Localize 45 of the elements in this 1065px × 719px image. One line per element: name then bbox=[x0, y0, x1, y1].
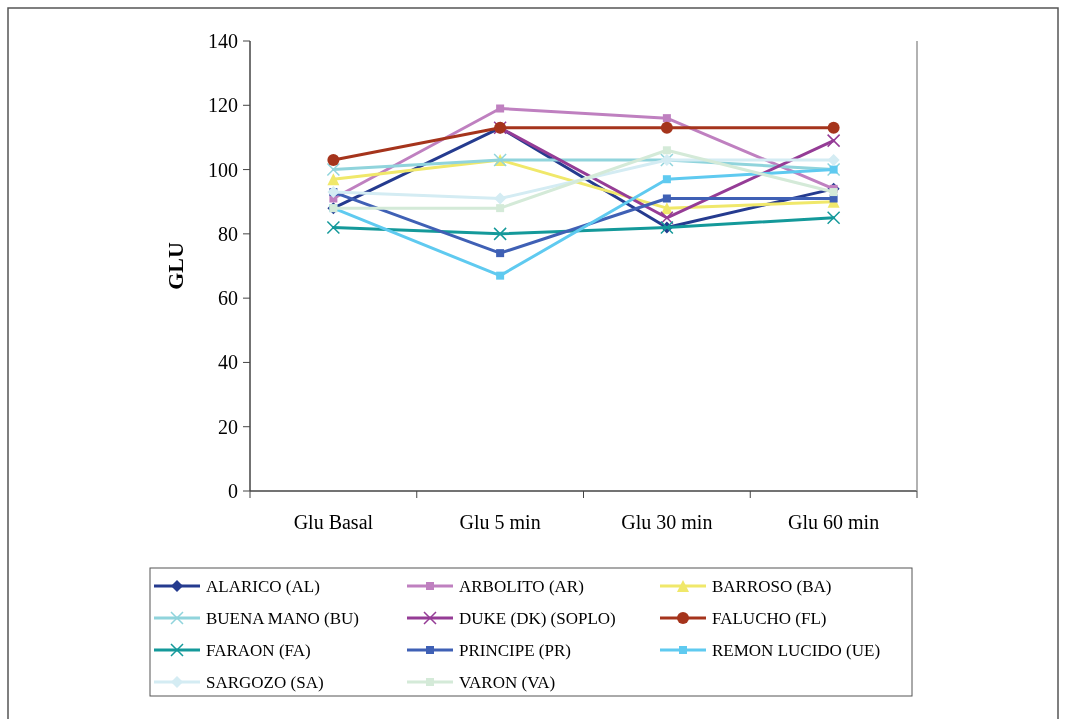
point bbox=[827, 121, 840, 134]
point bbox=[660, 202, 673, 215]
y-tick-label: 60 bbox=[218, 287, 238, 310]
point bbox=[826, 133, 841, 148]
point bbox=[662, 114, 671, 123]
point bbox=[826, 211, 841, 225]
legend-label: VARON (VA) bbox=[459, 672, 556, 692]
y-tick-label: 0 bbox=[228, 480, 238, 502]
point bbox=[496, 204, 505, 213]
point bbox=[662, 194, 671, 203]
point bbox=[496, 271, 505, 280]
point bbox=[496, 249, 505, 258]
legend-label: PRINCIPE (PR) bbox=[459, 640, 571, 660]
point bbox=[662, 146, 671, 155]
legend-label: DUKE (DK) (SOPLO) bbox=[459, 608, 616, 628]
x-tick-label: Glu 30 min bbox=[621, 511, 713, 533]
legend-label: SARGOZO (SA) bbox=[206, 672, 324, 692]
point bbox=[493, 227, 507, 241]
y-tick-label: 40 bbox=[218, 351, 238, 374]
point bbox=[327, 153, 340, 166]
x-tick-label: Glu 5 min bbox=[459, 511, 541, 533]
y-tick-label: 140 bbox=[208, 30, 238, 52]
x-tick-label: Glu 60 min bbox=[788, 511, 880, 533]
point bbox=[494, 192, 507, 205]
y-axis-title: GLU bbox=[163, 242, 188, 290]
point bbox=[326, 162, 341, 177]
legend-label: ARBOLITO (AR) bbox=[459, 576, 584, 596]
point bbox=[327, 173, 340, 186]
legend-label: FARAON (FA) bbox=[206, 640, 311, 660]
legend-label: REMON LUCIDO (UE) bbox=[712, 640, 881, 660]
y-tick-label: 100 bbox=[208, 158, 238, 181]
point bbox=[326, 220, 341, 235]
point bbox=[660, 121, 673, 134]
legend-label: BUENA MANO (BU) bbox=[206, 608, 359, 628]
y-tick-label: 120 bbox=[208, 94, 238, 117]
legend-label: FALUCHO (FL) bbox=[712, 608, 827, 628]
y-tick-label: 80 bbox=[218, 222, 238, 245]
legend-label: ALARICO (AL) bbox=[206, 576, 320, 596]
point bbox=[662, 175, 671, 184]
point bbox=[660, 211, 674, 225]
x-tick-label: Glu Basal bbox=[293, 511, 374, 533]
point bbox=[496, 104, 505, 113]
y-tick-label: 20 bbox=[218, 415, 238, 438]
legend-label: BARROSO (BA) bbox=[712, 576, 832, 596]
point bbox=[829, 188, 838, 197]
